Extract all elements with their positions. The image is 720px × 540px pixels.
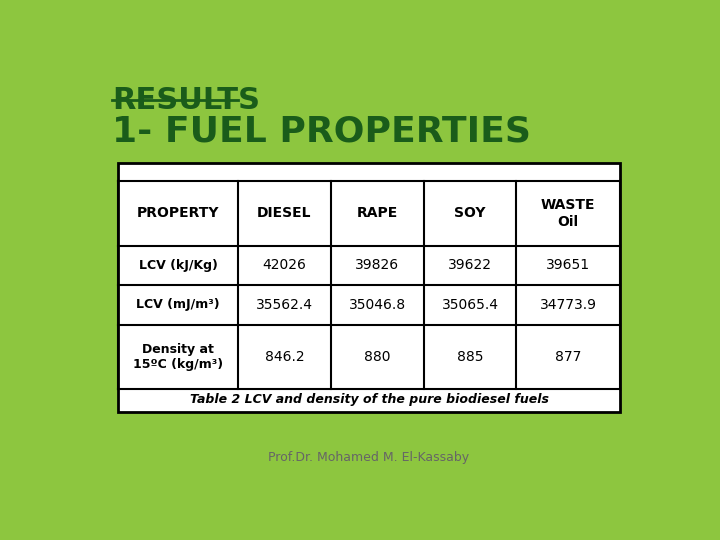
Text: 885: 885 (456, 350, 483, 364)
Text: PROPERTY: PROPERTY (137, 206, 219, 220)
Text: 42026: 42026 (263, 259, 306, 272)
Text: SOY: SOY (454, 206, 486, 220)
Text: 39826: 39826 (355, 259, 400, 272)
Text: 35065.4: 35065.4 (441, 298, 498, 312)
Text: 880: 880 (364, 350, 390, 364)
Text: Prof.Dr. Mohamed M. El-Kassaby: Prof.Dr. Mohamed M. El-Kassaby (269, 451, 469, 464)
Text: 877: 877 (555, 350, 582, 364)
Text: DIESEL: DIESEL (257, 206, 312, 220)
Text: 846.2: 846.2 (264, 350, 305, 364)
Text: LCV (kJ/Kg): LCV (kJ/Kg) (138, 259, 217, 272)
Text: 35562.4: 35562.4 (256, 298, 313, 312)
Text: Density at
15ºC (kg/m³): Density at 15ºC (kg/m³) (133, 343, 223, 371)
Text: RESULTS: RESULTS (112, 85, 261, 114)
Text: WASTE
Oil: WASTE Oil (541, 198, 595, 228)
Text: RAPE: RAPE (356, 206, 398, 220)
Text: 39651: 39651 (546, 259, 590, 272)
Text: 35046.8: 35046.8 (348, 298, 406, 312)
FancyBboxPatch shape (118, 163, 620, 412)
Text: LCV (mJ/m³): LCV (mJ/m³) (136, 299, 220, 312)
Text: 39622: 39622 (448, 259, 492, 272)
Text: 1- FUEL PROPERTIES: 1- FUEL PROPERTIES (112, 114, 531, 148)
Text: 34773.9: 34773.9 (540, 298, 597, 312)
Text: Table 2 LCV and density of the pure biodiesel fuels: Table 2 LCV and density of the pure biod… (189, 393, 549, 406)
